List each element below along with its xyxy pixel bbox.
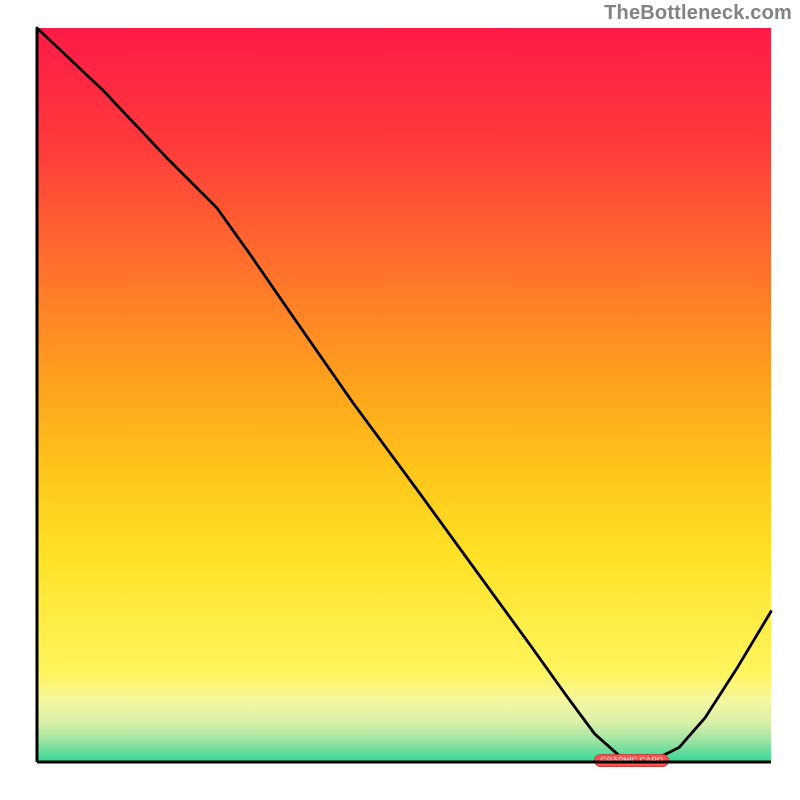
chart-svg: GRAPHIC CARD <box>0 0 800 800</box>
gradient-band-1 <box>37 674 771 763</box>
plot-group: GRAPHIC CARD <box>37 28 771 767</box>
chart-stage: TheBottleneck.com GRAPHIC CARD <box>0 0 800 800</box>
gradient-band-0 <box>37 28 771 674</box>
